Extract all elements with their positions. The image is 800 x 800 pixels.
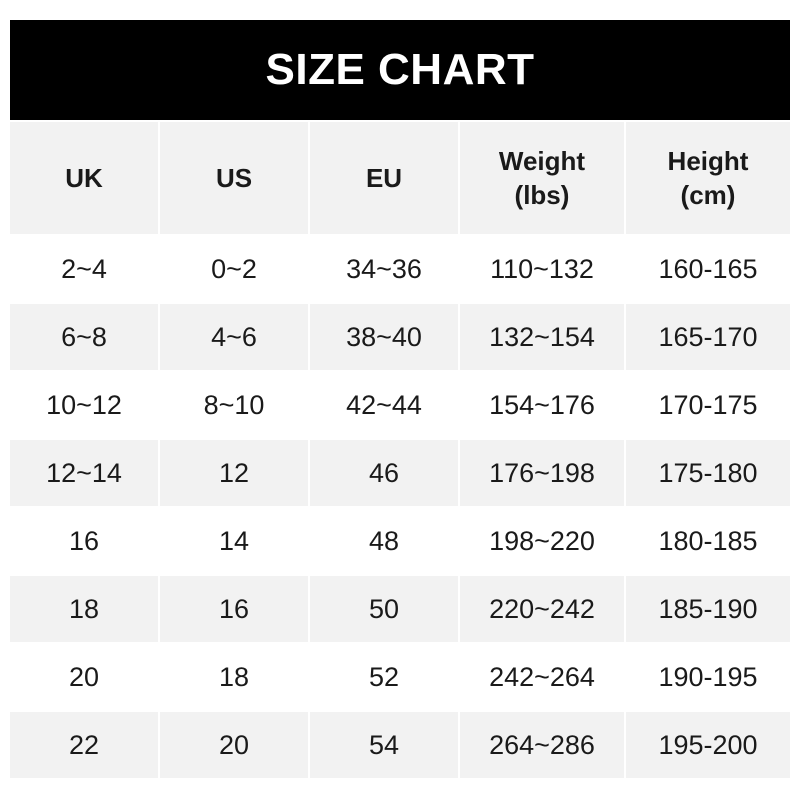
table-cell: 170-175 (658, 389, 758, 420)
table-cell: 176~198 (460, 440, 624, 506)
table-cell: 190-195 (658, 661, 758, 692)
table-cell: 242~264 (489, 661, 595, 692)
table-cell: 220~242 (460, 576, 624, 642)
column-header: Height (cm) (626, 122, 790, 234)
table-cell: 10~12 (46, 389, 122, 420)
table-cell: 20 (160, 712, 308, 778)
table-cell: 20 (68, 661, 100, 692)
table-cell: 48 (368, 525, 400, 556)
size-table: UK US EU Weight (lbs) Height (cm) 2~4 0~2 34~36… (10, 122, 790, 778)
table-cell: 22 (10, 712, 158, 778)
table-cell: 4~6 (160, 304, 308, 370)
table-cell: 110~132 (490, 253, 594, 284)
table-cell: 50 (310, 576, 458, 642)
table-cell: 16 (160, 576, 308, 642)
table-cell: 12 (160, 440, 308, 506)
table-cell: 160-165 (658, 253, 758, 284)
table-cell: 52 (368, 661, 400, 692)
table-cell: 18 (10, 576, 158, 642)
table-cell: 34~36 (346, 253, 422, 284)
table-cell: 54 (310, 712, 458, 778)
table-cell: 12~14 (10, 440, 158, 506)
table-cell: 14 (218, 525, 250, 556)
table-cell: 6~8 (10, 304, 158, 370)
table-cell: 198~220 (489, 525, 595, 556)
table-cell: 165-170 (626, 304, 790, 370)
table-cell: 264~286 (460, 712, 624, 778)
column-header: EU (310, 122, 458, 234)
table-cell: 46 (310, 440, 458, 506)
table-cell: 16 (68, 525, 100, 556)
table-cell: 180-185 (658, 525, 758, 556)
table-cell: 42~44 (346, 389, 422, 420)
column-header: Weight (lbs) (460, 122, 624, 234)
table-cell: 154~176 (489, 389, 595, 420)
chart-title: SIZE CHART (265, 45, 535, 94)
title-bar: SIZE CHART (10, 20, 790, 120)
table-cell: 175-180 (626, 440, 790, 506)
table-cell: 0~2 (211, 253, 257, 284)
column-header: UK (10, 122, 158, 234)
table-cell: 195-200 (626, 712, 790, 778)
table-cell: 8~10 (203, 389, 265, 420)
table-cell: 132~154 (460, 304, 624, 370)
table-cell: 38~40 (310, 304, 458, 370)
table-cell: 18 (218, 661, 250, 692)
table-cell: 185-190 (626, 576, 790, 642)
column-header: US (160, 122, 308, 234)
table-cell: 2~4 (61, 253, 107, 284)
